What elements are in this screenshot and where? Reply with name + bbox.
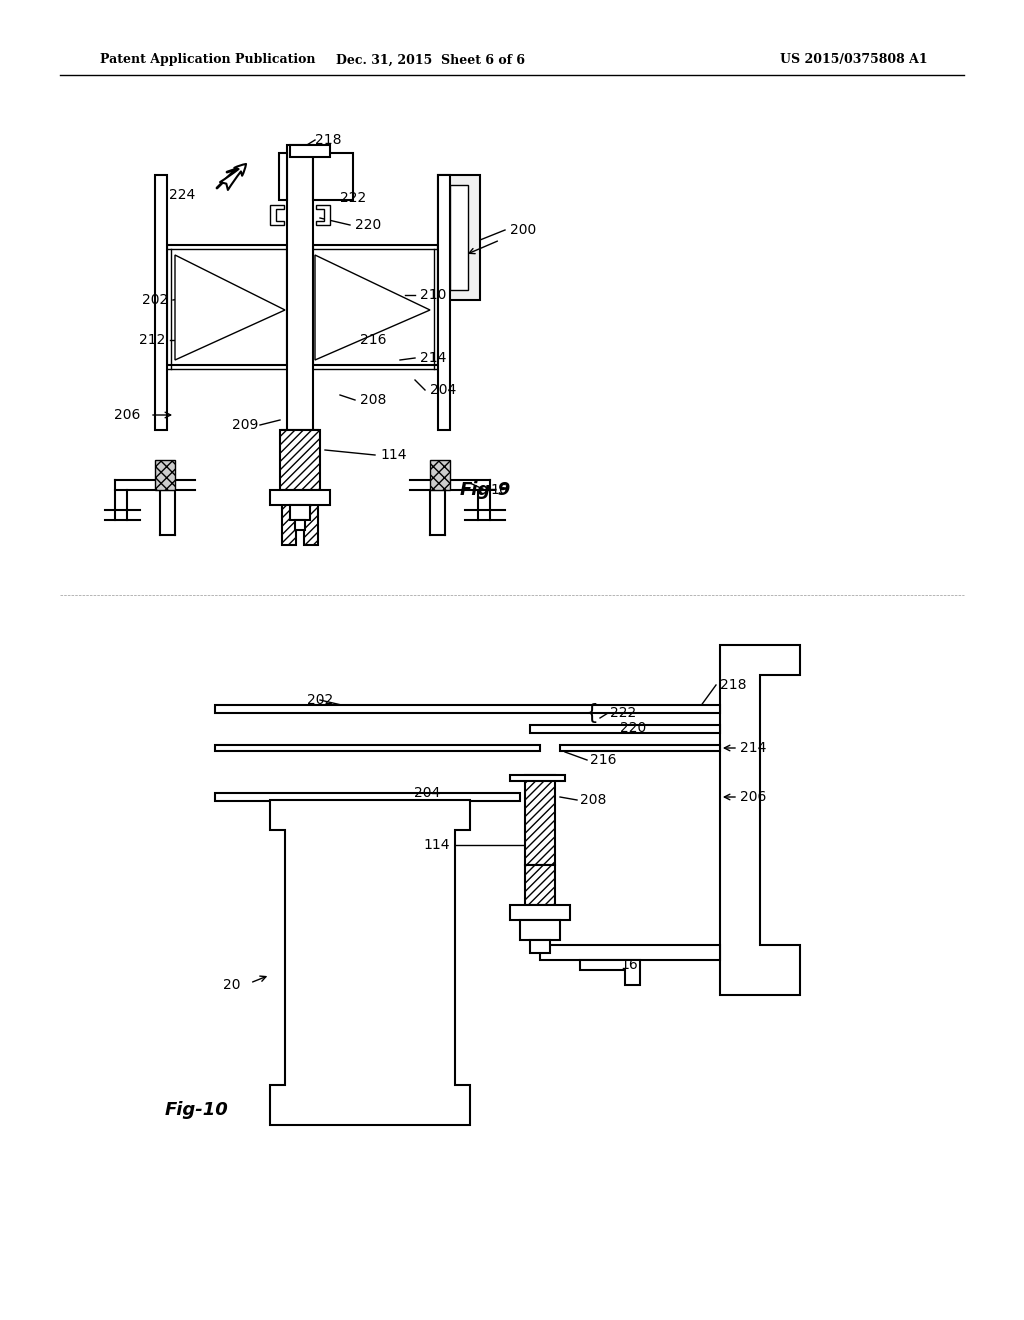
Text: 218: 218: [720, 678, 746, 692]
Text: US 2015/0375808 A1: US 2015/0375808 A1: [780, 54, 928, 66]
Polygon shape: [580, 960, 640, 985]
Text: 214: 214: [740, 741, 766, 755]
Polygon shape: [313, 153, 353, 201]
Polygon shape: [525, 775, 555, 865]
Polygon shape: [510, 775, 565, 781]
Text: 114: 114: [424, 838, 450, 851]
Text: {: {: [584, 704, 598, 723]
Polygon shape: [215, 705, 720, 713]
Polygon shape: [315, 255, 430, 360]
Text: 216: 216: [590, 752, 616, 767]
Polygon shape: [520, 920, 560, 940]
Polygon shape: [215, 744, 540, 751]
Text: Dec. 31, 2015  Sheet 6 of 6: Dec. 31, 2015 Sheet 6 of 6: [336, 54, 524, 66]
Text: 208: 208: [360, 393, 386, 407]
Polygon shape: [270, 800, 470, 1125]
Polygon shape: [510, 906, 570, 920]
Polygon shape: [450, 185, 468, 290]
Text: 200: 200: [510, 223, 537, 238]
Text: 204: 204: [430, 383, 457, 397]
Polygon shape: [270, 205, 284, 224]
Polygon shape: [316, 205, 330, 224]
Polygon shape: [530, 940, 550, 953]
Polygon shape: [282, 430, 296, 545]
Text: 210: 210: [420, 288, 446, 302]
Polygon shape: [280, 430, 319, 490]
Text: 220: 220: [355, 218, 381, 232]
Polygon shape: [295, 520, 305, 531]
Text: 114: 114: [380, 447, 407, 462]
Text: 220: 220: [620, 721, 646, 735]
Text: 222: 222: [340, 191, 367, 205]
Text: 222: 222: [610, 706, 636, 719]
Polygon shape: [438, 176, 450, 430]
Polygon shape: [175, 255, 285, 360]
Polygon shape: [279, 153, 287, 201]
Polygon shape: [270, 490, 330, 506]
Polygon shape: [525, 865, 555, 906]
Text: 206: 206: [740, 789, 766, 804]
Text: 204: 204: [414, 785, 440, 800]
Text: 212: 212: [138, 333, 165, 347]
Text: 202: 202: [141, 293, 168, 308]
Polygon shape: [438, 176, 480, 300]
Text: 218: 218: [315, 133, 341, 147]
Text: 206: 206: [114, 408, 140, 422]
Text: 216: 216: [360, 333, 386, 347]
Text: 214: 214: [420, 351, 446, 366]
Polygon shape: [287, 145, 313, 430]
Text: 16: 16: [620, 958, 638, 972]
Text: 209: 209: [231, 418, 258, 432]
Text: Fig-10: Fig-10: [165, 1101, 228, 1119]
Polygon shape: [560, 744, 720, 751]
Polygon shape: [215, 793, 520, 801]
Polygon shape: [155, 176, 167, 430]
Polygon shape: [530, 725, 720, 733]
Text: 20: 20: [222, 978, 240, 993]
Polygon shape: [290, 145, 330, 157]
Polygon shape: [290, 506, 310, 520]
Text: 202: 202: [307, 693, 333, 708]
Text: 224: 224: [169, 187, 195, 202]
Polygon shape: [155, 459, 175, 490]
Text: Fig-9: Fig-9: [460, 480, 511, 499]
Polygon shape: [430, 459, 450, 490]
Text: 208: 208: [580, 793, 606, 807]
Polygon shape: [540, 945, 720, 960]
Text: 16: 16: [490, 483, 508, 498]
Polygon shape: [304, 430, 318, 545]
Text: Patent Application Publication: Patent Application Publication: [100, 54, 315, 66]
Polygon shape: [720, 645, 800, 995]
